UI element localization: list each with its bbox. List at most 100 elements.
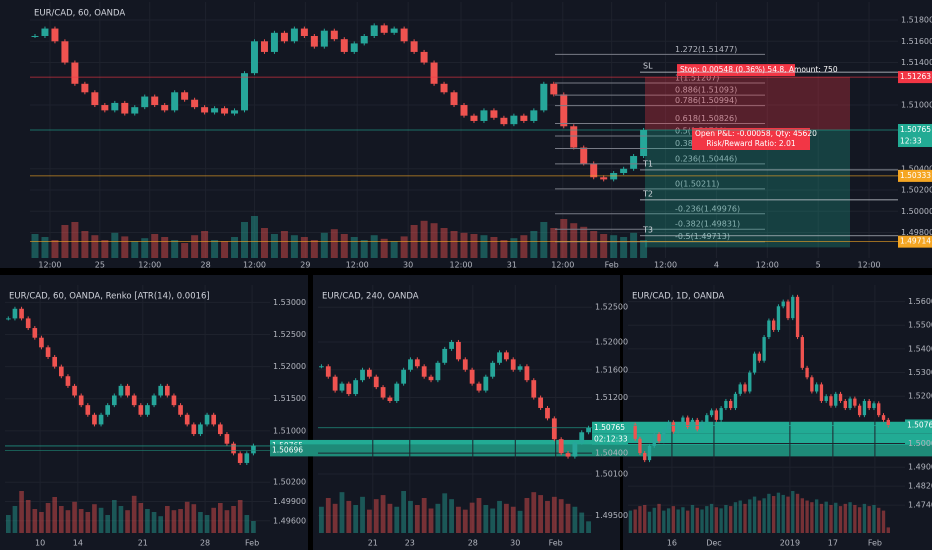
x-tick-label: 2019 xyxy=(780,539,800,548)
price-tag-label: 1.51263 xyxy=(900,72,931,81)
volume-bar xyxy=(237,500,243,533)
target-label: T3 xyxy=(642,225,653,234)
y-tick-label: 1.55000 xyxy=(908,321,932,330)
volume-bar xyxy=(867,506,871,533)
volume-bar xyxy=(814,499,819,533)
candle xyxy=(503,352,509,360)
fib-label: -0.382(1.49831) xyxy=(675,220,740,229)
rr-text: Risk/Reward Ratio: 2.01 xyxy=(706,139,795,148)
stop-zone xyxy=(645,77,850,130)
candle xyxy=(290,28,298,42)
volume-bar xyxy=(538,495,544,533)
candle xyxy=(300,28,308,36)
volume-bar xyxy=(191,504,197,533)
volume-bar xyxy=(628,510,633,533)
volume-bar xyxy=(250,216,258,258)
y-tick-label: 1.50200 xyxy=(901,186,932,195)
candle xyxy=(600,177,608,180)
candle xyxy=(244,453,250,463)
volume-bar xyxy=(795,493,800,533)
volume-bar xyxy=(590,231,598,258)
volume-bar xyxy=(752,496,757,533)
volume-bar xyxy=(435,503,441,533)
candle xyxy=(41,28,49,36)
volume-bar xyxy=(373,499,379,533)
candle xyxy=(370,25,378,36)
volume-bar xyxy=(387,503,393,533)
volume-bar xyxy=(72,501,77,533)
volume-bar xyxy=(51,240,59,258)
candle xyxy=(620,168,628,174)
volume-bar xyxy=(198,512,203,533)
volume-bar xyxy=(340,234,348,258)
y-tick-label: 1.52000 xyxy=(273,362,306,371)
price-tag-label: 1.50333 xyxy=(900,171,931,180)
candle xyxy=(586,427,591,433)
candle xyxy=(319,366,324,368)
y-tick-label: 1.50400 xyxy=(595,449,628,458)
volume-bar xyxy=(853,505,857,533)
candle xyxy=(325,366,331,377)
candle xyxy=(161,105,169,111)
volume-bar xyxy=(517,510,523,533)
candle xyxy=(151,395,157,406)
fib-label: 0.382 xyxy=(675,139,698,148)
volume-bar xyxy=(520,235,528,258)
candle xyxy=(724,400,728,409)
candle xyxy=(221,108,229,114)
x-tick-label: Dec xyxy=(706,539,721,548)
candle xyxy=(204,414,210,425)
chart-title: EUR/CAD, 60, OANDA, Renko [ATR(14), 0.00… xyxy=(9,292,210,302)
volume-bar xyxy=(558,499,564,533)
candle xyxy=(652,434,656,446)
volume-bar xyxy=(620,237,628,258)
volume-bar xyxy=(366,509,372,533)
countdown-box xyxy=(592,433,932,445)
candle xyxy=(131,107,139,114)
candle xyxy=(360,35,368,44)
volume-bar xyxy=(630,232,638,258)
fib-label: 0(1.50211) xyxy=(675,179,719,188)
volume-bar xyxy=(111,232,119,258)
candle xyxy=(231,110,239,114)
volume-bar xyxy=(738,500,742,533)
volume-bar xyxy=(848,502,852,533)
candle xyxy=(824,396,828,401)
candle xyxy=(456,341,461,360)
fib-label: 0.236(1.50446) xyxy=(675,154,737,163)
candle xyxy=(738,384,742,394)
candle xyxy=(350,43,358,52)
candle xyxy=(714,410,719,420)
candle xyxy=(198,424,203,435)
candle xyxy=(401,369,407,384)
y-tick-label: 1.50200 xyxy=(273,478,306,487)
y-tick-label: 1.53000 xyxy=(273,298,306,307)
x-tick-label: 31 xyxy=(507,261,517,270)
candle xyxy=(360,369,365,381)
volume-bar xyxy=(490,508,496,533)
candle xyxy=(408,359,413,370)
candle xyxy=(158,385,164,396)
volume-bar xyxy=(204,515,210,533)
volume-bar xyxy=(580,226,588,258)
volume-bar xyxy=(470,234,478,258)
volume-bar xyxy=(92,504,97,533)
volume-bar xyxy=(111,500,117,533)
candle xyxy=(260,41,268,52)
candle xyxy=(565,453,571,457)
volume-bar xyxy=(791,491,795,533)
volume-bar xyxy=(45,503,51,533)
volume-bar xyxy=(877,507,881,533)
x-tick-label: 21 xyxy=(138,539,148,548)
volume-bar xyxy=(503,503,509,533)
volume-bar xyxy=(647,511,652,533)
candle xyxy=(250,41,258,74)
candle xyxy=(510,359,516,370)
candle xyxy=(366,369,372,377)
countdown: 02:12:33 xyxy=(594,434,628,443)
candle xyxy=(469,369,475,384)
volume-bar xyxy=(401,491,407,533)
candle xyxy=(241,73,248,111)
candle xyxy=(270,32,278,52)
x-tick-label: 21 xyxy=(368,539,378,548)
